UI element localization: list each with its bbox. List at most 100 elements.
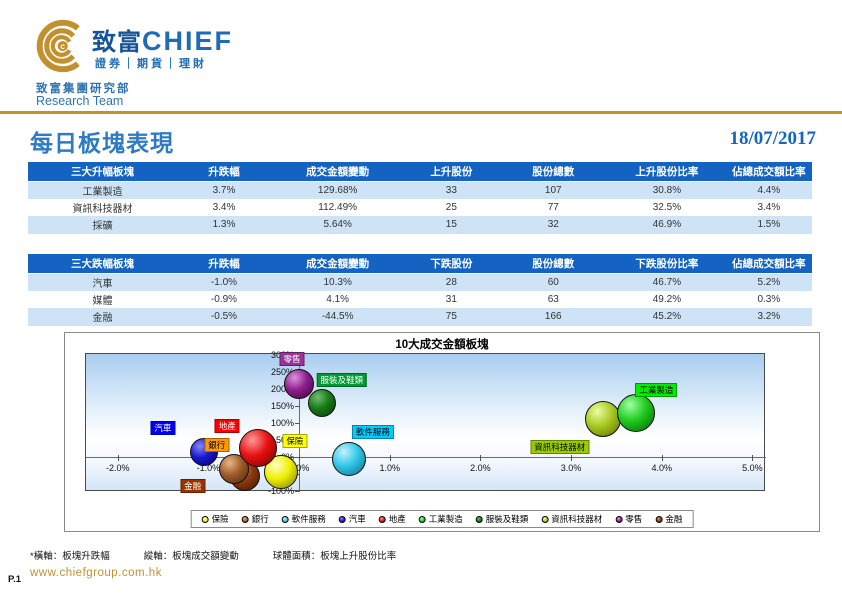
table-cell: 49.2% [652,293,682,305]
x-tick-label: -1.0% [196,462,221,473]
bubble-label-汽車: 汽車 [150,420,176,435]
legend-label: 保險 [211,514,229,524]
x-tick-label: 1.0% [379,462,400,473]
table-row: 汽車 -1.0% 10.3% 28 60 46.7% 5.2% [28,273,812,291]
bubble-label-服裝及鞋類: 服裝及鞋類 [316,372,367,387]
legend-label: 工業製造 [428,514,463,524]
table-cell: -0.9% [210,293,238,305]
department-name-en: Research Team [36,94,124,108]
chart-bubble-地產 [239,429,278,468]
y-tick-label: 150% [271,401,295,411]
legend-marker-icon [241,515,249,523]
table-cell: 30.8% [608,181,726,199]
table-cell: -1.0% [176,273,272,291]
table-cell: 採礦 [28,216,177,234]
column-header: 成交金額變動 [271,162,405,182]
legend-label: 銀行 [251,514,269,524]
bubble-label-金融: 金融 [180,478,206,493]
y-tick [295,456,301,458]
x-tick-label: 0.0% [288,462,310,473]
chart-bubble-服裝及鞋類 [307,388,336,417]
table-row: 工業製造 3.7% 129.68% 33 107 30.8% 4.4% [28,181,812,199]
table-cell: 32.5% [652,201,682,213]
legend-label: 資訊科技器材 [551,514,603,524]
bubble-label-資訊科技器材: 資訊科技器材 [530,439,590,454]
gainers-table: 三大升幅板塊 升跌幅 成交金額變動 上升股份 股份總數 上升股份比率 佔總成交額比率 工業製造… [28,162,812,234]
x-tick [299,454,301,461]
legend-marker-icon [338,515,346,523]
column-header: 股份總數 [498,254,609,274]
legend-item: 零售 [615,513,642,525]
bubble-label-銀行: 銀行 [204,437,230,452]
column-header: 上升股份比率 [608,162,726,182]
legend-marker-icon [281,515,289,523]
table-cell: -0.5% [176,308,272,326]
y-tick [295,490,301,492]
table-cell: 3.4% [757,201,781,213]
table-cell: 資訊科技器材 [72,203,133,215]
legend-marker-icon [541,515,549,523]
column-header: 下跌股份 [404,254,499,274]
table-cell: 33 [404,181,499,199]
table-row: 金融 -0.5% -44.5% 75 166 45.2% 3.2% [28,308,812,326]
legend-marker-icon [475,515,483,523]
bubble-label-工業製造: 工業製造 [635,382,678,397]
bubble-label-地產: 地產 [214,419,240,434]
table-row: 媒體 -0.9% 4.1% 31 63 49.2% 0.3% [28,291,812,309]
legend-label: 地產 [388,514,406,524]
column-header: 三大升幅板塊 [28,162,177,182]
column-header: 三大跌幅板塊 [28,254,177,274]
page-title: 每日板塊表現 [30,131,174,156]
brand-name: 致富 CHIEF [92,22,233,57]
x-tick [752,454,754,461]
table-cell: 3.2% [725,308,812,326]
x-tick-label: -2.0% [105,462,130,473]
y-tick [295,406,301,407]
chart-footnote: *橫軸：板塊升跌幅 縱軸：板塊成交額變動 球體面積：板塊上升股份比率 [30,548,396,562]
table-cell: 汽車 [28,273,177,291]
table-cell: 31 [445,293,457,305]
table-cell: 45.2% [608,308,726,326]
y-tick-label: 200% [271,384,295,394]
table-header-row: 三大升幅板塊 升跌幅 成交金額變動 上升股份 股份總數 上升股份比率 佔總成交額比率 [28,162,812,182]
column-header: 上升股份 [404,162,499,182]
chart-bubble-軟件服務 [331,441,366,476]
legend-item: 地產 [378,513,406,525]
chart-plot-area: -2.0%-1.0%0.0%1.0%2.0%3.0%4.0%5.0%300%25… [85,350,766,496]
legend-marker-icon [201,515,209,523]
column-header: 升跌幅 [176,162,272,182]
table-cell: 166 [498,308,609,326]
table-header-row: 三大跌幅板塊 升跌幅 成交金額變動 下跌股份 股份總數 下跌股份比率 佔總成交額比率 [28,254,812,274]
x-tick-label: 4.0% [651,462,672,473]
report-date: 18/07/2017 [729,128,816,149]
chart-bubble-工業製造 [617,393,656,432]
column-header: 佔總成交額比率 [725,254,812,274]
table-cell: 3.7% [176,181,272,199]
legend-item: 金融 [655,513,682,525]
legend-marker-icon [655,515,663,523]
legend-item: 銀行 [241,513,269,525]
bubble-label-保險: 保險 [282,434,308,449]
x-axis-line [86,456,766,458]
x-tick [571,454,573,461]
table-cell: 3.4% [212,201,236,213]
column-header: 下跌股份比率 [608,254,726,274]
table-cell: 10.3% [271,273,405,291]
losers-table: 三大跌幅板塊 升跌幅 成交金額變動 下跌股份 股份總數 下跌股份比率 佔總成交額比率 汽車 -1… [28,254,812,326]
table-cell: 15 [404,216,499,234]
chart-legend: 保險 銀行 軟件服務 汽車 地產 工業製造 服裝及鞋類 資訊科技器材 零售 金融 [190,510,694,528]
legend-label: 軟件服務 [291,514,326,524]
table-cell: 5.64% [271,216,405,234]
legend-item: 軟件服務 [281,513,326,525]
table-cell: 75 [404,308,499,326]
table-cell: 0.3% [757,293,781,305]
y-tick [295,423,301,424]
table-cell: 1.3% [176,216,272,234]
gold-divider [0,111,842,114]
website-url: www.chiefgroup.com.hk [30,567,162,579]
table-cell: -44.5% [271,308,405,326]
legend-label: 金融 [665,514,683,524]
x-tick [389,454,391,461]
legend-item: 服裝及鞋類 [475,513,528,525]
